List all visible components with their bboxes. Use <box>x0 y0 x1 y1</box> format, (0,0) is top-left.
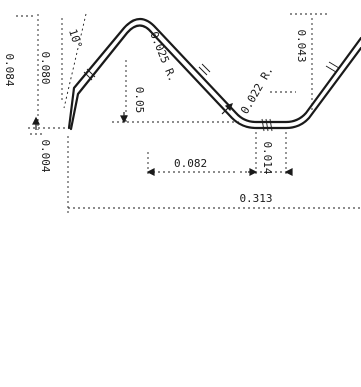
label-offset-span: 0.082 <box>174 157 207 170</box>
profile-inner-edge <box>69 24 361 131</box>
label-overall-length: 0.313 <box>239 192 272 205</box>
dimension-lines <box>16 13 360 214</box>
profile-outer-edge <box>67 17 361 130</box>
dimension-arrows <box>32 103 293 176</box>
label-trough-depth: 0.043 <box>295 29 308 62</box>
label-bottom-thickness: 0.004 <box>39 139 52 172</box>
label-trough-width: 0.014 <box>261 141 274 174</box>
label-bend-angle: 10° <box>66 27 85 50</box>
label-overall-height: 0.084 <box>3 53 16 86</box>
corrugated-profile <box>67 17 361 131</box>
label-profile-height: 0.080 <box>39 51 52 84</box>
label-crest-to-flat: 0.05 <box>133 87 146 114</box>
profile-hatching <box>83 61 340 132</box>
dimension-labels: 0.084 0.080 0.004 10° 0.05 0.025 R. 0.02… <box>3 27 308 205</box>
label-inner-radius: 0.022 R. <box>238 64 276 116</box>
